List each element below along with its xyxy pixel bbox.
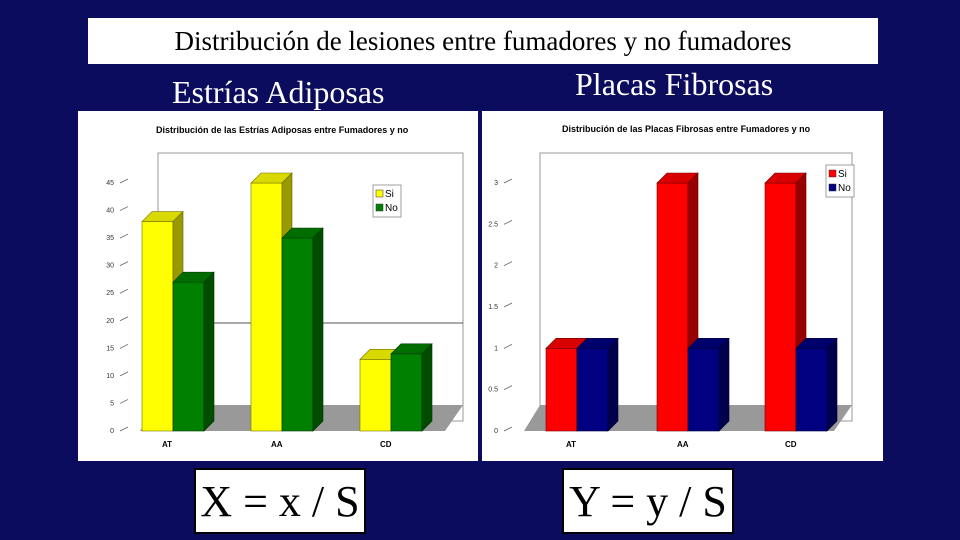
slide-title: Distribución de lesiones entre fumadores…	[174, 25, 792, 56]
x-category-label: AA	[271, 440, 283, 449]
bar-side-no-at	[203, 271, 215, 432]
bar-no-at	[576, 348, 609, 432]
y-tick-label: 45	[106, 180, 114, 187]
bar-side-no-cd	[421, 343, 433, 432]
y-tick-mark	[119, 399, 129, 404]
legend: Si No	[372, 184, 402, 218]
bar-no-cd	[390, 353, 423, 432]
chart-estrias: Distribución de las Estrías Adiposas ent…	[78, 111, 478, 461]
left-heading: Estrías Adiposas	[172, 74, 385, 110]
chart-estrias-svg: Distribución de las Estrías Adiposas ent…	[106, 125, 464, 449]
bar-side-no-aa	[718, 337, 730, 432]
legend-swatch-si	[828, 169, 837, 178]
y-tick-mark	[119, 371, 129, 377]
y-tick-label: 20	[106, 318, 114, 325]
y-tick-mark	[119, 316, 129, 322]
y-tick-mark	[503, 302, 513, 308]
y-tick-label: 1.5	[488, 304, 498, 311]
y-tick-mark	[503, 343, 513, 349]
x-category-label: AT	[566, 440, 576, 449]
y-tick-label: 10	[106, 373, 114, 380]
y-tick-mark	[119, 343, 129, 349]
y-tick-label: 0.5	[488, 387, 498, 394]
legend-label-no: No	[838, 183, 851, 194]
y-tick-mark	[119, 233, 129, 239]
legend-swatch-no	[375, 203, 384, 212]
bar-si-aa	[656, 182, 689, 432]
y-tick-mark	[503, 385, 513, 391]
chart-placas-svg: Distribución de las Placas Fibrosas entr…	[488, 124, 855, 449]
y-tick-mark	[119, 288, 129, 294]
legend-swatch-si	[375, 189, 384, 198]
bar-no-at	[172, 281, 205, 432]
y-tick-label: 3	[494, 180, 498, 187]
x-category-label: CD	[380, 440, 392, 449]
right-heading: Placas Fibrosas	[575, 66, 774, 102]
bar-no-aa	[281, 237, 314, 432]
legend: Si No	[825, 164, 855, 198]
chart-placas: Distribución de las Placas Fibrosas entr…	[482, 111, 883, 461]
left-formula: X = x / S	[194, 468, 366, 534]
bar-side-no-at	[607, 337, 619, 432]
y-tick-mark	[119, 426, 129, 432]
x-category-label: CD	[785, 440, 797, 449]
y-tick-mark	[119, 261, 129, 267]
bar-side-no-aa	[312, 227, 324, 432]
y-tick-label: 30	[106, 263, 114, 270]
bar-side-no-cd	[826, 337, 838, 432]
bar-si-at	[141, 221, 174, 432]
chart-title: Distribución de las Estrías Adiposas ent…	[156, 125, 409, 135]
bar-si-cd	[359, 359, 392, 432]
chart-title: Distribución de las Placas Fibrosas entr…	[562, 124, 811, 134]
legend-swatch-no	[828, 183, 837, 192]
y-tick-label: 0	[110, 428, 114, 435]
y-tick-mark	[503, 178, 513, 184]
y-tick-label: 15	[106, 345, 114, 352]
legend-label-no: No	[385, 203, 398, 214]
y-tick-mark	[503, 261, 513, 267]
y-tick-label: 25	[106, 290, 114, 297]
y-tick-label: 40	[106, 208, 114, 215]
y-tick-label: 1	[494, 345, 498, 352]
x-category-label: AA	[677, 440, 689, 449]
bar-si-at	[545, 348, 578, 432]
y-tick-label: 0	[494, 428, 498, 435]
bar-no-aa	[687, 348, 720, 432]
y-tick-label: 35	[106, 235, 114, 242]
x-category-label: AT	[162, 440, 172, 449]
y-tick-mark	[119, 178, 129, 184]
legend-label-si: Si	[385, 189, 394, 200]
y-tick-label: 2.5	[488, 221, 498, 228]
y-tick-mark	[503, 426, 513, 432]
y-tick-mark	[119, 206, 129, 211]
bar-no-cd	[795, 348, 828, 432]
y-tick-label: 2	[494, 263, 498, 270]
bar-si-cd	[764, 182, 797, 432]
right-formula: Y = y / S	[562, 468, 734, 534]
y-tick-mark	[503, 219, 513, 225]
bar-si-aa	[250, 182, 283, 432]
y-tick-label: 5	[110, 400, 114, 407]
legend-label-si: Si	[838, 169, 847, 180]
slide-title-box: Distribución de lesiones entre fumadores…	[88, 18, 878, 64]
